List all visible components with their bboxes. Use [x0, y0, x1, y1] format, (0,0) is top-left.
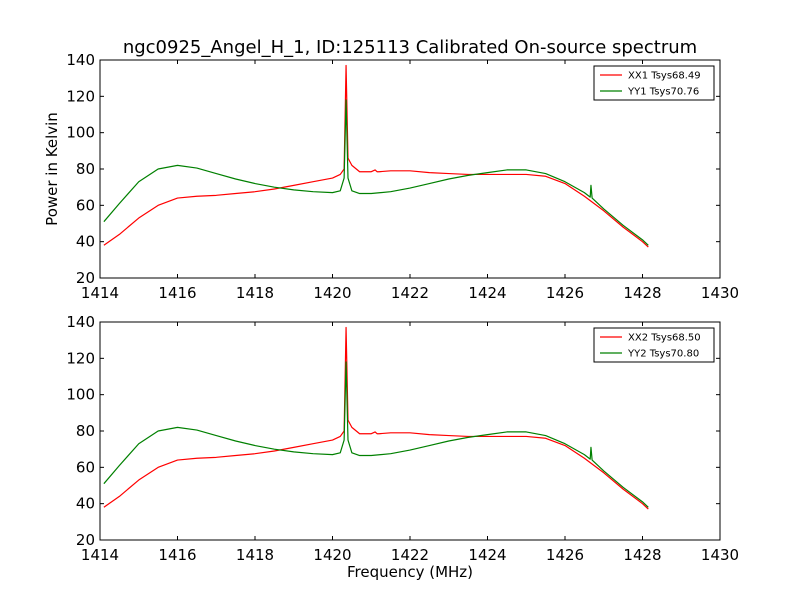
- y-tick-label: 100: [66, 386, 95, 404]
- x-axis-label: Frequency (MHz): [347, 563, 473, 581]
- x-tick-label: 1424: [468, 546, 506, 564]
- x-tick-label: 1426: [546, 546, 584, 564]
- series-line-yy1: [103, 99, 649, 246]
- y-tick-label: 60: [76, 196, 95, 214]
- x-tick-label: 1430: [701, 284, 739, 302]
- x-tick-label: 1422: [391, 546, 429, 564]
- legend: XX1 Tsys68.49 YY1 Tsys70.76: [593, 65, 715, 101]
- x-tick-label: 1430: [701, 546, 739, 564]
- legend: XX2 Tsys68.50 YY2 Tsys70.80: [593, 327, 715, 363]
- legend-label: YY2 Tsys70.80: [627, 349, 699, 360]
- x-tick-label: 1424: [468, 284, 506, 302]
- y-tick-label: 20: [76, 269, 95, 287]
- y-tick-label: 80: [76, 422, 95, 440]
- y-tick-label: 120: [66, 349, 95, 367]
- series-line-yy2: [103, 361, 649, 508]
- x-tick-label: 1414: [81, 546, 119, 564]
- x-tick-label: 1420: [313, 284, 351, 302]
- plot-lines: [103, 326, 649, 510]
- y-tick-label: 40: [76, 495, 95, 513]
- legend-label: XX2 Tsys68.50: [628, 333, 701, 344]
- y-tick-label: 60: [76, 458, 95, 476]
- legend-box: [593, 327, 715, 363]
- y-tick-label: 140: [66, 51, 95, 69]
- x-tick-label: 1426: [546, 284, 584, 302]
- legend-label: XX1 Tsys68.49: [628, 71, 701, 82]
- x-tick-label: 1428: [623, 546, 661, 564]
- top-panel-xx1-yy1: 1414 1416 1418 1420 1422 1424 1426 1428 1430 20 40…: [43, 51, 739, 302]
- x-tick-label: 1420: [313, 546, 351, 564]
- y-axis-label: Power in Kelvin: [43, 112, 61, 226]
- y-tick-label: 100: [66, 124, 95, 142]
- x-tick-label: 1416: [158, 284, 196, 302]
- series-line-xx1: [103, 64, 649, 248]
- y-tick-label: 40: [76, 233, 95, 251]
- legend-label: YY1 Tsys70.76: [627, 87, 699, 98]
- x-tick-label: 1418: [236, 284, 274, 302]
- bottom-panel-xx2-yy2: 1414 1416 1418 1420 1422 1424 1426 1428 1430 20 40…: [66, 313, 739, 581]
- x-tick-label: 1416: [158, 546, 196, 564]
- y-tick-label: 80: [76, 160, 95, 178]
- x-tick-label: 1422: [391, 284, 429, 302]
- y-tick-label: 140: [66, 313, 95, 331]
- y-tick-label: 20: [76, 531, 95, 549]
- y-tick-label: 120: [66, 87, 95, 105]
- figure-title: ngc0925_Angel_H_1, ID:125113 Calibrated …: [123, 37, 697, 58]
- x-tick-label: 1428: [623, 284, 661, 302]
- x-tick-label: 1414: [81, 284, 119, 302]
- plot-lines: [103, 64, 649, 248]
- legend-box: [593, 65, 715, 101]
- series-line-xx2: [103, 326, 649, 510]
- x-tick-label: 1418: [236, 546, 274, 564]
